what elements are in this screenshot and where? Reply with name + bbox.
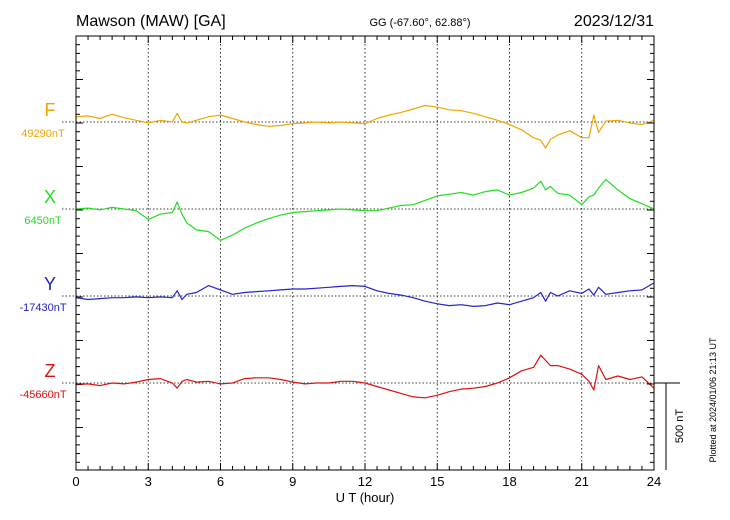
plotted-note: Plotted at 2024/01/06 21:13 UT [708,337,718,463]
grid-lines [147,36,583,470]
series-line-z [75,354,655,399]
x-tick-label: 6 [217,474,224,489]
series-line-y [75,282,655,307]
axis-ticks [75,36,655,470]
baseline-lines [62,121,654,384]
baseline-value-f: 49290nT [21,128,65,140]
x-tick-label: 3 [145,474,152,489]
x-tick-label: 24 [647,474,661,489]
series-group [75,104,655,399]
scale-bar-label: 500 nT [674,409,686,444]
coordinates-label: GG (-67.60°, 62.88°) [369,17,470,29]
x-tick-labels: 0 3 6 9 12 15 18 21 24 [72,474,661,489]
x-tick-label: 12 [358,474,372,489]
series-name-x: X [44,187,56,207]
x-tick-label: 0 [72,474,79,489]
series-name-z: Z [45,361,56,381]
baseline-value-y: -17430nT [19,302,66,314]
station-title: Mawson (MAW) [GA] [76,13,226,30]
series-name-y: Y [44,274,56,294]
x-tick-label: 15 [430,474,444,489]
series-name-f: F [45,100,56,120]
x-tick-label: 9 [289,474,296,489]
baseline-value-z: -45660nT [19,389,66,401]
baseline-value-x: 6450nT [24,215,62,227]
x-tick-label: 21 [575,474,589,489]
series-line-f [75,104,655,149]
x-tick-label: 18 [502,474,516,489]
series-line-x [75,178,655,241]
scale-bar: 500 nT [654,382,686,470]
x-axis-label: U T (hour) [336,490,395,505]
date-label: 2023/12/31 [574,13,654,30]
series-labels: F 49290nT X 6450nT Y -17430nT Z -45660nT [19,100,66,401]
